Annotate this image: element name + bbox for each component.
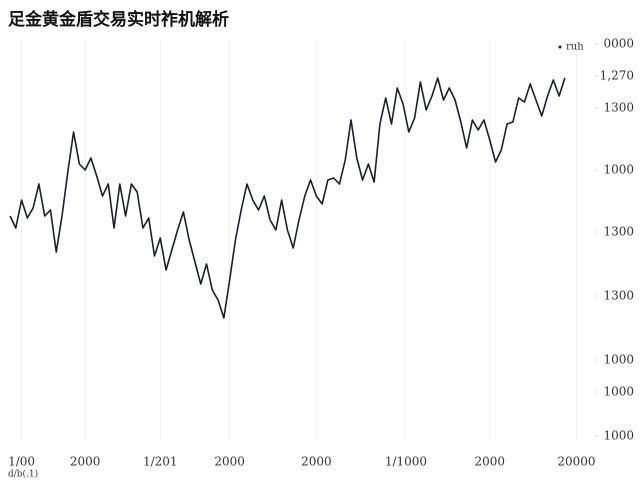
x-tick-label: 2000 — [214, 455, 245, 469]
x-tick-label: 2000 — [474, 455, 505, 469]
y-tick-label: 1000 — [603, 353, 634, 367]
x-tick-label: 2000 — [70, 455, 101, 469]
line-series — [9, 77, 566, 319]
chart-title: 足金黄金盾交易实时祚机解析 — [8, 9, 229, 30]
x-axis-label: d/b(.1) — [8, 469, 38, 480]
x-tick-label: 1/00 — [8, 455, 35, 469]
y-tick-label: 1300 — [603, 289, 634, 303]
x-tick-label: 20000 — [557, 455, 595, 469]
x-tick-label: 2000 — [301, 455, 332, 469]
y-tick-label: 1300 — [603, 101, 634, 115]
y-tick-label: 1,270 — [600, 69, 634, 83]
legend-marker — [558, 45, 562, 49]
y-tick-label: 1000 — [603, 429, 634, 443]
x-tick-label: 1/1000 — [385, 455, 427, 469]
y-tick-label: 1300 — [603, 225, 634, 239]
x-tick-label: 1/201 — [143, 455, 178, 469]
y-tick-label: 0000 — [603, 37, 634, 51]
y-tick-label: 1000 — [603, 163, 634, 177]
legend-label: ruh — [566, 42, 584, 53]
y-tick-label: 1000 — [603, 385, 634, 399]
